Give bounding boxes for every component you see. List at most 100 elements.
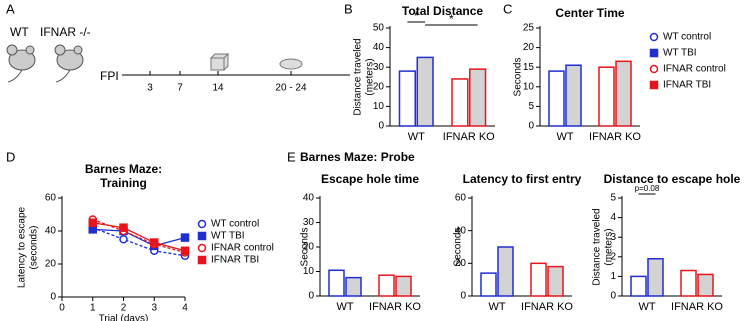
y-tick-label: 0 (50, 292, 56, 303)
panel-label: E (287, 149, 296, 164)
x-axis-label: Trial (days) (99, 314, 149, 321)
timeline-label: 14 (212, 83, 224, 94)
y-tick-label: 0 (460, 291, 466, 302)
x-tick-label: IFNAR KO (671, 301, 723, 313)
chart-title: Escape hole time (321, 172, 419, 186)
legend-label: WT TBI (211, 231, 245, 242)
annotation: * (449, 12, 454, 26)
x-tick-label: 0 (59, 303, 65, 314)
y-tick-label: 15 (523, 62, 535, 73)
legend-marker (197, 219, 207, 229)
y-axis-label: Distance traveled (353, 38, 364, 115)
x-tick-label: 3 (151, 303, 157, 314)
bar (615, 60, 632, 127)
bar (398, 70, 416, 127)
bar (680, 269, 697, 297)
bar (697, 273, 714, 297)
y-tick-label: 2 (610, 251, 616, 262)
timeline-label: 3 (147, 83, 153, 94)
y-tick-label: 1 (610, 271, 616, 282)
legend-label: WT control (211, 219, 259, 230)
timeline-label: 20 - 24 (275, 83, 307, 94)
y-axis-label: (meters) (604, 228, 615, 265)
mouse-icons (6, 44, 84, 83)
point (88, 218, 97, 227)
bar (548, 70, 565, 127)
point (119, 235, 128, 244)
bar (647, 258, 664, 297)
x-tick-label: IFNAR KO (589, 131, 641, 143)
chart-title: Barnes Maze: (85, 162, 162, 176)
y-tick-label: 0 (528, 121, 534, 132)
x-tick-label: WT (408, 131, 425, 143)
panel-title: Barnes Maze: Probe (300, 150, 415, 164)
y-axis-label: (meters) (365, 58, 376, 95)
y-tick-label: 20 (455, 258, 467, 269)
legend-label: IFNAR TBI (211, 255, 259, 266)
chart-title: Total Distance (402, 4, 483, 18)
line (92, 228, 186, 247)
bar (328, 269, 345, 297)
line (92, 222, 186, 252)
bar (598, 66, 615, 127)
y-tick-label: 40 (45, 226, 57, 237)
legend-marker (197, 243, 207, 253)
y-tick-label: 40 (303, 193, 315, 204)
legend-marker (649, 32, 659, 42)
annotation: * (414, 9, 419, 23)
y-tick-label: 60 (45, 193, 57, 204)
y-tick-label: 10 (523, 81, 535, 92)
legend-label: WT TBI (663, 48, 697, 59)
x-tick-label: IFNAR KO (521, 301, 573, 313)
y-tick-label: 30 (373, 62, 385, 73)
y-tick-label: 25 (523, 23, 535, 34)
panel-label: A (6, 1, 15, 16)
chart-title: Center Time (555, 6, 624, 20)
line (92, 227, 186, 257)
bar (416, 56, 434, 127)
point (180, 246, 190, 256)
y-tick-label: 5 (610, 193, 616, 204)
y-tick-label: 0 (308, 291, 314, 302)
strain-label: WT (10, 25, 29, 39)
bar (565, 64, 582, 127)
y-tick-label: 0 (378, 121, 384, 132)
point (180, 233, 190, 242)
x-tick-label: WT (488, 301, 505, 313)
bar (497, 246, 514, 297)
bar (630, 275, 647, 297)
y-tick-label: 60 (455, 193, 467, 204)
legend-label: IFNAR control (211, 243, 274, 254)
strain-label: IFNAR -/- (40, 25, 91, 39)
y-axis-label: Latency to escape (17, 206, 28, 288)
panel-label: C (503, 1, 512, 16)
bar (345, 276, 362, 297)
legend-label: WT control (663, 32, 711, 43)
y-axis-label: Seconds (513, 58, 524, 97)
point (150, 238, 159, 247)
y-axis-label: Distance traveled (592, 208, 603, 285)
timeline-icons (209, 52, 303, 72)
y-tick-label: 50 (373, 23, 385, 34)
y-tick-label: 20 (523, 42, 535, 53)
x-tick-label: 1 (90, 303, 96, 314)
y-axis-label: (seconds) (29, 226, 40, 270)
event-label: FPI (100, 69, 119, 83)
bar (378, 274, 395, 297)
chart-title: Latency to first entry (463, 172, 582, 186)
legend-label: IFNAR control (663, 64, 726, 75)
bar (480, 272, 497, 297)
y-tick-label: 4 (610, 212, 616, 223)
bar (469, 68, 487, 127)
x-tick-label: WT (556, 131, 573, 143)
legend-marker (649, 64, 659, 74)
legend-marker (649, 80, 659, 90)
panel-label: B (344, 1, 353, 16)
y-tick-label: 10 (303, 266, 315, 277)
y-tick-label: 3 (610, 232, 616, 243)
x-tick-label: WT (336, 301, 353, 313)
y-tick-label: 40 (373, 42, 385, 53)
point (119, 223, 128, 232)
annotation: p=0.08 (635, 184, 660, 193)
x-tick-label: IFNAR KO (369, 301, 421, 313)
